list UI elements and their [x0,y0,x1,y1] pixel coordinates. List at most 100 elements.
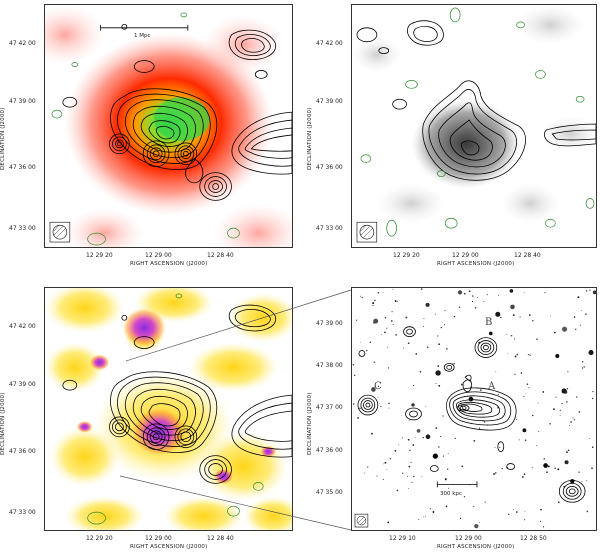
p2-ylabel: DECLINATION (J2000) [307,107,313,170]
galaxy-dot [407,438,410,441]
galaxy-dot [524,510,526,512]
galaxy-dot [413,384,415,387]
galaxy-dot [377,397,379,399]
p4-ytick-2: 47 38 00 [316,362,343,369]
p3-xtick-2: 12 29 00 [145,535,172,542]
p1-xlabel: RIGHT ASCENSION (J2000) [130,261,208,267]
galaxy-dot [494,447,496,448]
negative-contours [51,12,240,246]
galaxy-dot [550,315,551,317]
galaxy-dot [453,315,456,318]
galaxy-dot [429,508,431,510]
galaxy-dot [523,291,525,293]
galaxy-dot [437,371,439,374]
p3-ylabel: DECLINATION (J2000) [0,392,6,455]
p3-ytick-2: 47 39 00 [9,381,36,388]
galaxy-dot [555,396,557,398]
galaxy-dot [474,523,479,529]
galaxy-dot [555,354,560,359]
galaxy-dot [435,382,437,384]
galaxy-dot [542,526,545,528]
galaxy-dot [424,516,426,518]
galaxy-dot [421,476,423,477]
galaxy-dot [510,334,513,337]
galaxy-dot [542,391,545,393]
galaxy-dot [360,295,362,297]
galaxy-dot [360,342,361,343]
galaxy-dot [391,320,393,322]
galaxy-dot [578,471,580,473]
galaxy-dot [435,427,438,430]
galaxy-dot [371,432,373,435]
galaxy-dot [561,326,568,332]
p1-ylabel: DECLINATION (J2000) [0,107,6,170]
beam-icon [49,221,71,243]
galaxy-dot [586,510,589,513]
galaxy-dot [576,396,578,398]
p2-ytick-3: 47 36 00 [316,164,343,171]
galaxy-dot [570,479,575,484]
galaxy-dot [445,505,448,508]
source-label-c: C [374,381,382,392]
p1-xtick-1: 12 29 20 [86,252,113,259]
galaxy-dot [384,316,387,319]
galaxy-dot [522,428,527,433]
p4-ylabel: DECLINATION (J2000) [307,392,313,455]
galaxy-dot [398,444,400,446]
xray-radio-image [45,5,292,247]
galaxy-dot [418,519,420,521]
galaxy-dot [507,513,510,516]
galaxy-dot [444,310,446,312]
galaxy-dot [392,324,394,326]
source-label-a: A [488,381,496,392]
radio-contours [357,326,586,503]
galaxy-dot [564,460,569,465]
panel-grayscale-radio [351,4,597,248]
galaxy-dot [423,516,425,518]
galaxy-dot [434,313,436,315]
galaxy-dot [410,461,412,463]
galaxy-dot [394,300,397,302]
galaxy-dot [388,407,390,409]
p1-ytick-3: 47 36 00 [9,164,36,171]
galaxy-dot [382,478,384,480]
background-galaxies [352,288,596,529]
p4-ytick-3: 47 37 00 [316,404,343,411]
galaxy-dot [586,480,588,482]
p1-ytick-2: 47 39 00 [9,98,36,105]
galaxy-dot [440,327,442,329]
galaxy-dot [357,417,359,419]
galaxy-dot [516,353,519,356]
galaxy-dot [570,421,572,423]
galaxy-dot [537,402,539,404]
galaxy-dot [437,365,440,367]
galaxy-dot [361,296,363,299]
galaxy-dot [354,374,356,376]
galaxy-dot [499,446,501,449]
galaxy-dot [592,397,594,400]
galaxy-dot [532,319,534,322]
galaxy-dot [432,511,435,513]
galaxy-dot [543,463,548,468]
galaxy-dot [546,471,548,473]
galaxy-dot [463,496,466,498]
panel-optical-radio [44,287,293,531]
galaxy-dot [507,352,509,354]
galaxy-dot [581,361,584,363]
galaxy-dot [373,318,379,324]
galaxy-dot [409,449,411,451]
galaxy-dot [585,290,588,292]
scale-bar [436,481,478,488]
galaxy-dot [536,445,538,447]
galaxy-dot [366,349,368,352]
galaxy-dot [458,306,461,308]
galaxy-dot [497,393,499,396]
galaxy-dot [374,299,376,302]
galaxy-dot [402,472,404,474]
galaxy-dot [523,395,525,398]
galaxy-dot [454,437,456,439]
scale-bar-label: 300 kpc [440,491,462,497]
galaxy-dot [524,439,527,441]
galaxy-dot [466,376,468,378]
galaxy-dot [549,422,552,425]
